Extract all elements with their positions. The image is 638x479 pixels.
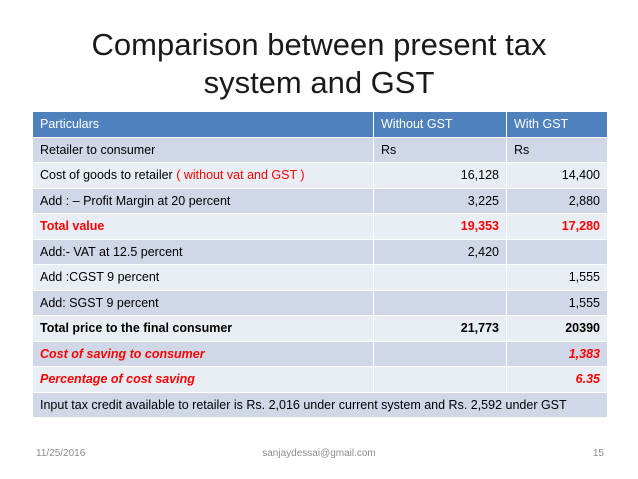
table-row: Cost of goods to retailer ( without vat … bbox=[32, 162, 608, 189]
row-label: Total value bbox=[32, 213, 374, 240]
table-row: Add: SGST 9 percent 1,555 bbox=[32, 289, 608, 316]
cell-with-gst: 2,880 bbox=[506, 187, 608, 214]
footer-email: sanjaydessai@gmail.com bbox=[262, 448, 376, 459]
cell-without-gst: 21,773 bbox=[373, 315, 507, 342]
row-label: Add:- VAT at 12.5 percent bbox=[32, 238, 374, 265]
row-label: Cost of goods to retailer bbox=[40, 168, 173, 183]
cell-without-gst bbox=[373, 264, 507, 291]
row-label: Add: SGST 9 percent bbox=[32, 289, 374, 316]
cell-without-gst: Rs bbox=[373, 136, 507, 163]
cell-with-gst: 20390 bbox=[506, 315, 608, 342]
cell-without-gst: 19,353 bbox=[373, 213, 507, 240]
table-row: Percentage of cost saving 6.35 bbox=[32, 366, 608, 393]
cell-with-gst bbox=[506, 238, 608, 265]
table-row: Total price to the final consumer 21,773… bbox=[32, 315, 608, 342]
row-label: Add : – Profit Margin at 20 percent bbox=[32, 187, 374, 214]
table-row: Add:- VAT at 12.5 percent 2,420 bbox=[32, 238, 608, 265]
row-label: Percentage of cost saving bbox=[32, 366, 374, 393]
header-particulars: Particulars bbox=[32, 111, 374, 138]
cell-without-gst: 2,420 bbox=[373, 238, 507, 265]
footer-page-number: 15 bbox=[592, 448, 604, 459]
cell-with-gst: Rs bbox=[506, 136, 608, 163]
row-label: Cost of saving to consumer bbox=[32, 340, 374, 367]
cell-with-gst: 6.35 bbox=[506, 366, 608, 393]
cell-with-gst: 17,280 bbox=[506, 213, 608, 240]
input-tax-credit-note: Input tax credit available to retailer i… bbox=[32, 391, 608, 418]
row-label: Total price to the final consumer bbox=[32, 315, 374, 342]
header-with-gst: With GST bbox=[506, 111, 608, 138]
cell-with-gst: 1,383 bbox=[506, 340, 608, 367]
table-header-row: Particulars Without GST With GST bbox=[32, 111, 608, 138]
title-line-2: system and GST bbox=[203, 65, 435, 100]
cell-without-gst: 16,128 bbox=[373, 162, 507, 189]
row-label-cell: Cost of goods to retailer ( without vat … bbox=[32, 162, 374, 189]
cell-without-gst: 3,225 bbox=[373, 187, 507, 214]
row-label: Retailer to consumer bbox=[32, 136, 374, 163]
table-row: Retailer to consumer Rs Rs bbox=[32, 136, 608, 163]
header-without-gst: Without GST bbox=[373, 111, 507, 138]
title-line-1: Comparison between present tax bbox=[91, 27, 547, 62]
table-row: Cost of saving to consumer 1,383 bbox=[32, 340, 608, 367]
table-row-note: Input tax credit available to retailer i… bbox=[32, 391, 608, 418]
gst-comparison-table: Particulars Without GST With GST Retaile… bbox=[32, 111, 608, 418]
cell-without-gst bbox=[373, 340, 507, 367]
cell-without-gst bbox=[373, 366, 507, 393]
cell-with-gst: 14,400 bbox=[506, 162, 608, 189]
cell-without-gst bbox=[373, 289, 507, 316]
table-row: Add : – Profit Margin at 20 percent 3,22… bbox=[32, 187, 608, 214]
row-label: Add :CGST 9 percent bbox=[32, 264, 374, 291]
table-row: Add :CGST 9 percent 1,555 bbox=[32, 264, 608, 291]
row-label-note: ( without vat and GST ) bbox=[176, 168, 305, 183]
footer-date: 11/25/2016 bbox=[36, 448, 86, 459]
slide-title: Comparison between present tax system an… bbox=[0, 26, 638, 102]
table-row: Total value 19,353 17,280 bbox=[32, 213, 608, 240]
cell-with-gst: 1,555 bbox=[506, 264, 608, 291]
cell-with-gst: 1,555 bbox=[506, 289, 608, 316]
